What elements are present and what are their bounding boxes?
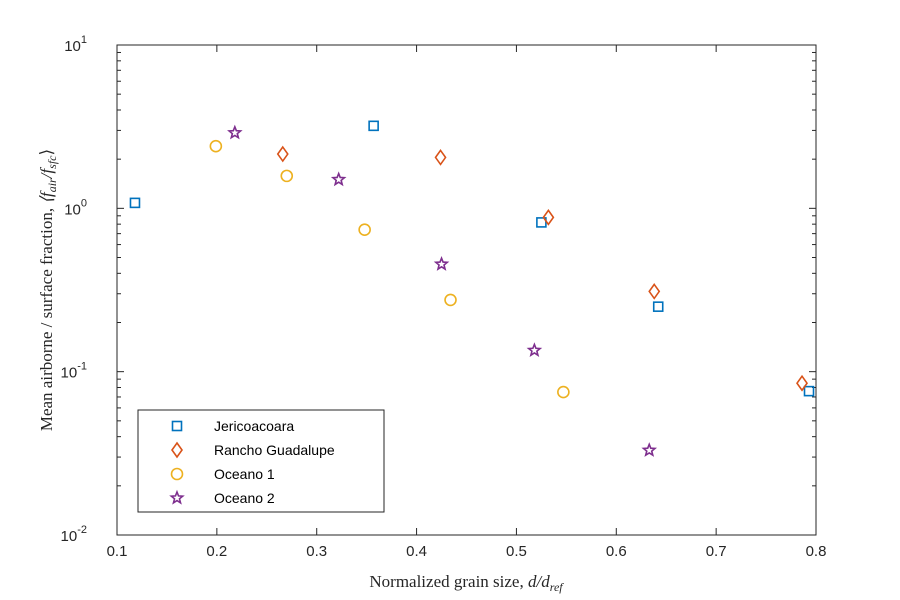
x-axis-label: Normalized grain size, d/dref xyxy=(369,572,564,594)
data-point-oceano-1 xyxy=(358,223,371,236)
data-point-jericoacoara xyxy=(368,120,379,132)
plot-frame xyxy=(116,44,817,536)
legend-marker-oceano-2 xyxy=(169,489,185,505)
legend-marker-oceano-1 xyxy=(170,467,184,481)
data-point-oceano-1 xyxy=(209,139,223,153)
legend-label-rancho-guadalupe: Rancho Guadalupe xyxy=(214,442,335,458)
x-tick-label: 0.7 xyxy=(706,543,727,560)
x-tick-label: 0.5 xyxy=(506,543,527,560)
legend-marker-rancho-guadalupe xyxy=(171,441,183,459)
data-point-rancho-guadalupe xyxy=(796,374,809,392)
x-tick-label: 0.4 xyxy=(406,543,427,560)
x-tick-labels: 0.1 0.2 0.3 0.4 0.5 0.6 0.7 0.8 xyxy=(107,543,827,560)
data-point-jericoacoara xyxy=(652,301,664,312)
y-tick-label: 10-1 xyxy=(61,361,87,382)
legend-marker-jericoacoara xyxy=(171,420,183,432)
data-markers xyxy=(129,120,815,457)
x-tick-label: 0.1 xyxy=(107,543,128,560)
y-axis-label: Mean airborne / surface fraction, ⟨fair/… xyxy=(37,149,59,431)
legend-label-jericoacoara: Jericoacoara xyxy=(214,418,294,434)
data-point-jericoacoara xyxy=(536,217,547,228)
x-tick-label: 0.8 xyxy=(806,543,827,560)
x-tick-label: 0.3 xyxy=(306,543,327,560)
data-point-oceano-2 xyxy=(433,255,450,271)
data-point-rancho-guadalupe xyxy=(276,145,289,163)
y-tick-labels: 10-2 10-1 100 101 xyxy=(61,34,87,545)
y-tick-label: 101 xyxy=(64,34,87,55)
x-tick-label: 0.6 xyxy=(606,543,627,560)
data-point-oceano-1 xyxy=(444,293,457,307)
data-point-jericoacoara xyxy=(803,385,815,397)
y-tick-label: 100 xyxy=(64,197,87,218)
data-point-oceano-2 xyxy=(641,442,658,457)
data-point-oceano-1 xyxy=(557,385,570,399)
data-point-rancho-guadalupe xyxy=(542,209,555,226)
x-tick-label: 0.2 xyxy=(206,543,227,560)
legend-markers xyxy=(169,420,185,505)
legend: Jericoacoara Rancho Guadalupe Oceano 1 O… xyxy=(137,409,385,513)
y-tick-label: 10-2 xyxy=(61,524,87,545)
legend-label-oceano-2: Oceano 2 xyxy=(214,490,275,506)
legend-label-oceano-1: Oceano 1 xyxy=(214,466,275,482)
data-point-rancho-guadalupe xyxy=(434,149,447,166)
data-point-oceano-2 xyxy=(526,342,543,358)
data-point-oceano-2 xyxy=(227,124,243,140)
data-point-jericoacoara xyxy=(129,197,141,209)
data-point-oceano-2 xyxy=(330,171,347,187)
data-point-oceano-1 xyxy=(280,169,294,183)
data-point-rancho-guadalupe xyxy=(648,283,661,300)
